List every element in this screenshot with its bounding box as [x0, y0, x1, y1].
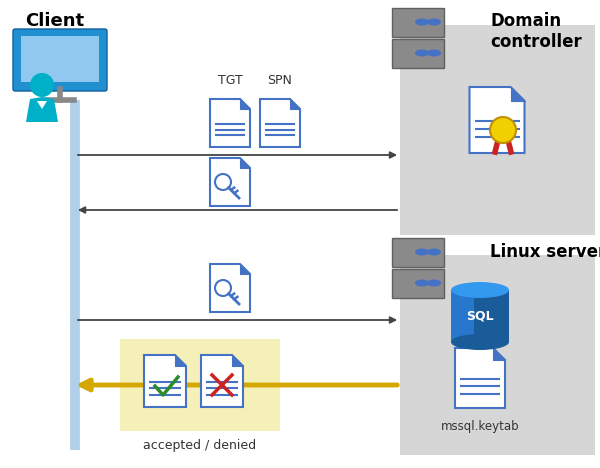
Ellipse shape — [427, 249, 441, 256]
Text: Domain
controller: Domain controller — [490, 12, 582, 51]
FancyBboxPatch shape — [451, 290, 474, 342]
FancyBboxPatch shape — [392, 8, 444, 37]
Ellipse shape — [451, 334, 509, 350]
Circle shape — [215, 174, 231, 190]
Polygon shape — [240, 264, 250, 274]
Ellipse shape — [427, 279, 441, 286]
Ellipse shape — [427, 50, 441, 57]
Polygon shape — [232, 355, 243, 366]
Polygon shape — [37, 101, 47, 109]
Text: accepted / denied: accepted / denied — [143, 439, 257, 452]
FancyBboxPatch shape — [21, 36, 99, 82]
Polygon shape — [210, 158, 250, 206]
Circle shape — [215, 280, 231, 296]
Circle shape — [490, 117, 516, 143]
Polygon shape — [470, 87, 524, 153]
Polygon shape — [26, 97, 58, 122]
Ellipse shape — [415, 19, 429, 25]
Polygon shape — [290, 99, 300, 109]
Polygon shape — [240, 158, 250, 168]
Text: SQL: SQL — [466, 309, 494, 322]
Polygon shape — [210, 99, 250, 147]
Polygon shape — [493, 348, 505, 360]
Text: Client: Client — [25, 12, 85, 30]
Polygon shape — [210, 264, 250, 312]
Circle shape — [30, 73, 54, 97]
FancyBboxPatch shape — [392, 238, 444, 267]
Text: SPN: SPN — [268, 74, 292, 87]
FancyBboxPatch shape — [400, 25, 595, 235]
Text: TGT: TGT — [218, 74, 242, 87]
FancyBboxPatch shape — [451, 290, 509, 342]
Ellipse shape — [415, 279, 429, 286]
Polygon shape — [175, 355, 186, 366]
FancyBboxPatch shape — [392, 39, 444, 68]
FancyBboxPatch shape — [13, 29, 107, 91]
Polygon shape — [201, 355, 243, 407]
Polygon shape — [511, 87, 524, 101]
Ellipse shape — [427, 19, 441, 25]
Polygon shape — [144, 355, 186, 407]
Polygon shape — [455, 348, 505, 408]
Ellipse shape — [415, 50, 429, 57]
Polygon shape — [260, 99, 300, 147]
Ellipse shape — [415, 249, 429, 256]
Text: mssql.keytab: mssql.keytab — [440, 420, 520, 433]
Text: Linux server: Linux server — [490, 243, 600, 261]
FancyBboxPatch shape — [392, 269, 444, 298]
FancyBboxPatch shape — [400, 255, 595, 455]
Polygon shape — [240, 99, 250, 109]
FancyBboxPatch shape — [120, 339, 280, 431]
Ellipse shape — [451, 282, 509, 298]
